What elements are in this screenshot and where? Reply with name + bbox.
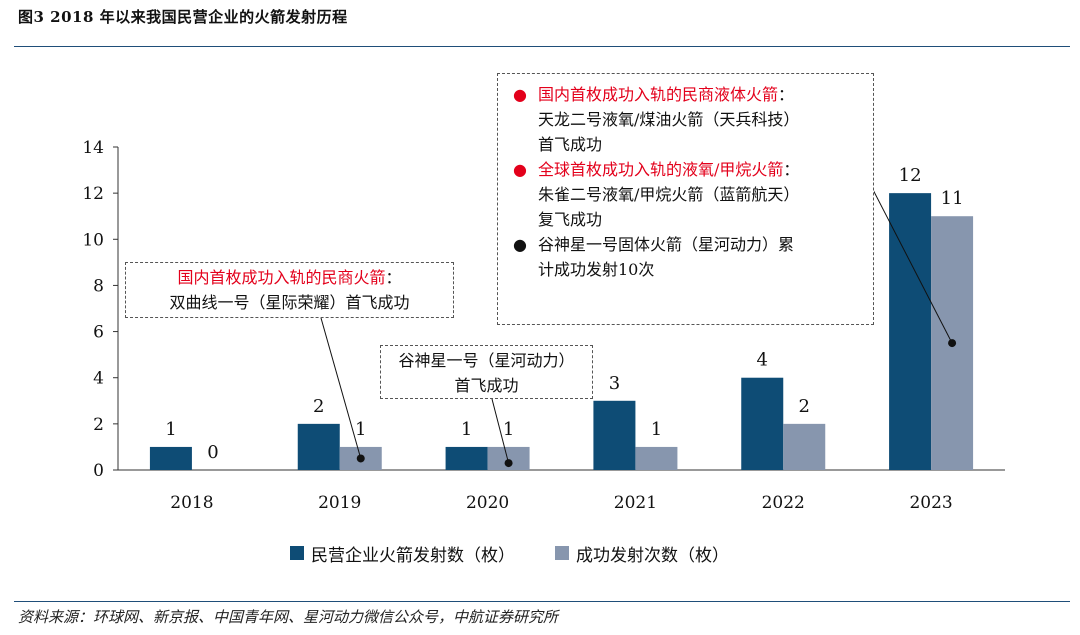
- data-label-successes: 0: [207, 442, 218, 463]
- source-note: 资料来源：环球网、新京报、中国青年网、星河动力微信公众号，中航证券研究所: [18, 608, 559, 626]
- annotation-2020-leader-line: [491, 398, 510, 464]
- data-label-launches: 2: [313, 396, 324, 417]
- bar-launches: [445, 446, 488, 470]
- x-tick-label: 2019: [318, 493, 361, 513]
- bar-successes: [783, 423, 826, 470]
- data-label-launches: 12: [899, 165, 922, 186]
- annotation-2019-leader-line: [320, 317, 362, 459]
- annotation-2023-item-3-line1: 谷神星一号固体火箭（星河动力）累: [538, 235, 795, 254]
- top-rule: [14, 46, 1070, 47]
- legend-swatch-successes: [555, 546, 569, 560]
- bar-launches: [149, 446, 192, 470]
- y-tick-label: 4: [93, 369, 104, 389]
- data-label-successes: 1: [651, 419, 662, 440]
- y-tick-label: 8: [93, 276, 104, 296]
- data-label-successes: 11: [941, 188, 964, 209]
- bar-successes: [487, 446, 530, 470]
- bar-launches: [297, 423, 340, 470]
- annotation-2023-item-1-line3: 首飞成功: [538, 135, 603, 154]
- annotation-2023-item-2-line2: 朱雀二号液氧/甲烷火箭（蓝箭航天）: [538, 185, 800, 204]
- data-label-launches: 3: [609, 373, 620, 394]
- legend-label-successes: 成功发射次数（枚）: [576, 545, 729, 566]
- bar-successes: [635, 446, 678, 470]
- annotation-2019-text: 双曲线一号（星际荣耀）首飞成功: [169, 293, 410, 312]
- annotation-2023-item-2-highlight: 全球首枚成功入轨的液氧/甲烷火箭: [538, 160, 784, 179]
- bar-launches: [741, 377, 784, 470]
- x-tick-label: 2023: [909, 493, 952, 513]
- annotation-2019: 国内首枚成功入轨的民商火箭： 双曲线一号（星际荣耀）首飞成功: [125, 262, 454, 318]
- x-tick-label: 2022: [762, 493, 805, 513]
- legend-item-successes: 成功发射次数（枚）: [555, 541, 729, 566]
- annotation-2023-leader-line: [867, 179, 953, 344]
- x-tick-label: 2020: [466, 493, 509, 513]
- data-label-successes: 1: [355, 419, 366, 440]
- annotation-2023-item-2: ● 全球首枚成功入轨的液氧/甲烷火箭： 朱雀二号液氧/甲烷火箭（蓝箭航天） 复飞…: [510, 157, 873, 232]
- y-tick-label: 6: [93, 323, 104, 343]
- chart-legend: 民营企业火箭发射数（枚） 成功发射次数（枚）: [290, 541, 769, 566]
- y-tick-label: 2: [93, 415, 104, 435]
- y-tick-label: 10: [82, 230, 104, 250]
- figure-title: 图3 2018 年以来我国民营企业的火箭发射历程: [18, 8, 348, 26]
- annotation-2023-item-3: ● 谷神星一号固体火箭（星河动力）累 计成功发射10次: [510, 232, 873, 282]
- data-label-successes: 1: [503, 419, 514, 440]
- annotation-2020-leader-dot: [504, 459, 513, 468]
- y-tick-label: 12: [82, 184, 104, 204]
- annotation-2023-item-1-highlight: 国内首枚成功入轨的民商液体火箭: [538, 85, 779, 104]
- black-bullet-icon: ●: [513, 235, 527, 254]
- annotation-2023-item-3-line2: 计成功发射10次: [538, 260, 655, 279]
- data-label-launches: 4: [757, 350, 768, 371]
- annotation-2023-item-1: ● 国内首枚成功入轨的民商液体火箭： 天龙二号液氧/煤油火箭（天兵科技） 首飞成…: [510, 82, 873, 157]
- legend-swatch-launches: [290, 546, 304, 560]
- y-tick-label: 0: [93, 461, 104, 481]
- bar-launches: [593, 400, 636, 470]
- y-tick-label: 14: [82, 138, 104, 158]
- bar-launches: [889, 193, 932, 470]
- red-bullet-icon: ●: [513, 160, 527, 179]
- annotation-2023-item-1-colon: ：: [778, 85, 795, 104]
- annotation-2020-line1: 谷神星一号（星河动力）: [398, 351, 575, 370]
- data-label-launches: 1: [165, 419, 176, 440]
- annotation-2023-item-2-colon: ：: [783, 160, 800, 179]
- annotation-2019-highlight: 国内首枚成功入轨的民商火箭: [177, 268, 386, 287]
- annotation-2019-colon: ：: [385, 268, 402, 287]
- annotation-2023: ● 国内首枚成功入轨的民商液体火箭： 天龙二号液氧/煤油火箭（天兵科技） 首飞成…: [497, 73, 874, 325]
- annotation-2020: 谷神星一号（星河动力） 首飞成功: [380, 345, 593, 399]
- data-label-launches: 1: [461, 419, 472, 440]
- x-tick-label: 2018: [170, 493, 213, 513]
- annotation-2020-line2: 首飞成功: [454, 376, 519, 395]
- annotation-2023-leader-dot: [948, 339, 957, 348]
- legend-label-launches: 民营企业火箭发射数（枚）: [311, 545, 515, 566]
- bottom-rule: [14, 601, 1070, 602]
- annotation-2019-leader-dot: [356, 454, 365, 463]
- annotation-2023-item-1-line2: 天龙二号液氧/煤油火箭（天兵科技）: [538, 110, 800, 129]
- x-tick-label: 2021: [614, 493, 657, 513]
- data-label-successes: 2: [799, 396, 810, 417]
- red-bullet-icon: ●: [513, 85, 527, 104]
- annotation-2023-item-2-line3: 复飞成功: [538, 210, 603, 229]
- legend-item-launches: 民营企业火箭发射数（枚）: [290, 541, 515, 566]
